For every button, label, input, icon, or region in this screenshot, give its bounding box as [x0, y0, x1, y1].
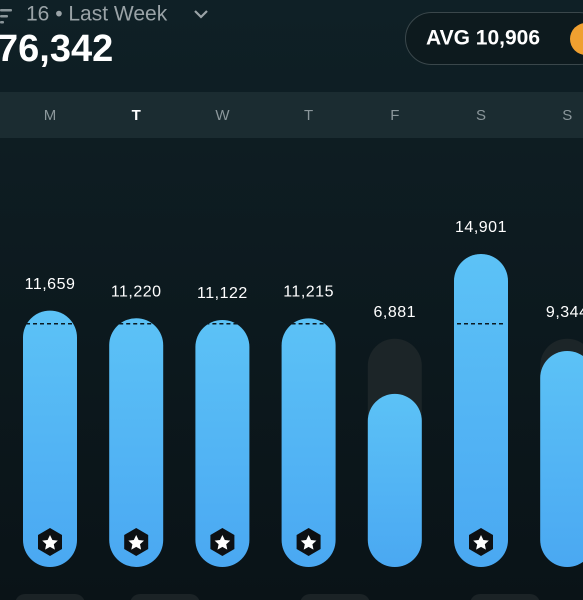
- badge-star: [300, 535, 317, 550]
- bottom-pills: [15, 594, 540, 600]
- bar: [109, 318, 164, 567]
- bar: [23, 310, 77, 567]
- badge-star: [42, 535, 58, 550]
- badge-star: [128, 535, 144, 550]
- avg-icon: [570, 23, 583, 55]
- bar: [281, 318, 336, 567]
- menu-icon: [0, 9, 12, 24]
- bar: [195, 319, 250, 567]
- bar: [540, 350, 583, 567]
- avg-pill[interactable]: [405, 12, 583, 65]
- day-label: T: [304, 107, 313, 124]
- value-label: 11,122: [197, 285, 248, 302]
- bar: [367, 393, 422, 567]
- value-label: 14,901: [455, 219, 507, 236]
- value-label: 11,215: [283, 284, 334, 301]
- value-label: 11,220: [111, 283, 162, 300]
- period[interactable]: 16 • Last Week: [26, 3, 168, 26]
- value-label: 6,881: [374, 304, 417, 321]
- day-label: S: [562, 107, 572, 124]
- avg-label: AVG 10,906: [426, 27, 540, 50]
- value-label: 11,659: [25, 276, 76, 293]
- total: 76,342: [0, 28, 113, 70]
- value-label: 9,344: [546, 304, 583, 321]
- day-label: F: [390, 107, 399, 124]
- day-label: T: [132, 107, 141, 124]
- day-label: M: [44, 107, 57, 124]
- badge-star: [473, 535, 489, 550]
- day-strip: [0, 92, 583, 138]
- day-label: W: [215, 107, 230, 124]
- dropdown-arrow[interactable]: [194, 10, 208, 19]
- bar: [454, 254, 508, 567]
- badge-star: [214, 535, 231, 550]
- day-label: S: [476, 107, 486, 124]
